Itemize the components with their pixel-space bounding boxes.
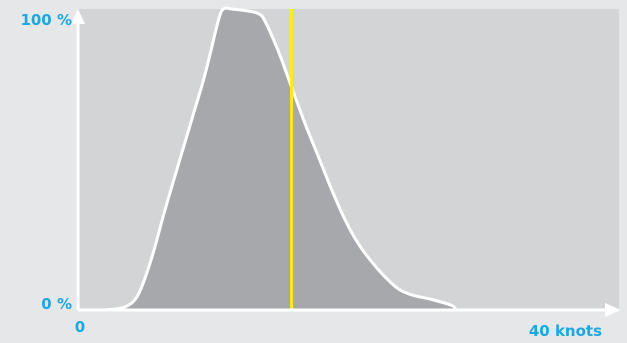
y-tick-label-max: 100 % — [20, 11, 72, 29]
x-axis-arrow — [605, 303, 621, 317]
y-axis-arrow — [71, 9, 85, 24]
series-area — [104, 8, 456, 310]
x-tick-label-min: 0 — [75, 318, 85, 336]
series-line — [104, 6, 458, 312]
y-tick-label-min: 0 % — [41, 295, 72, 313]
x-tick-label-max: 40 knots — [529, 322, 602, 340]
